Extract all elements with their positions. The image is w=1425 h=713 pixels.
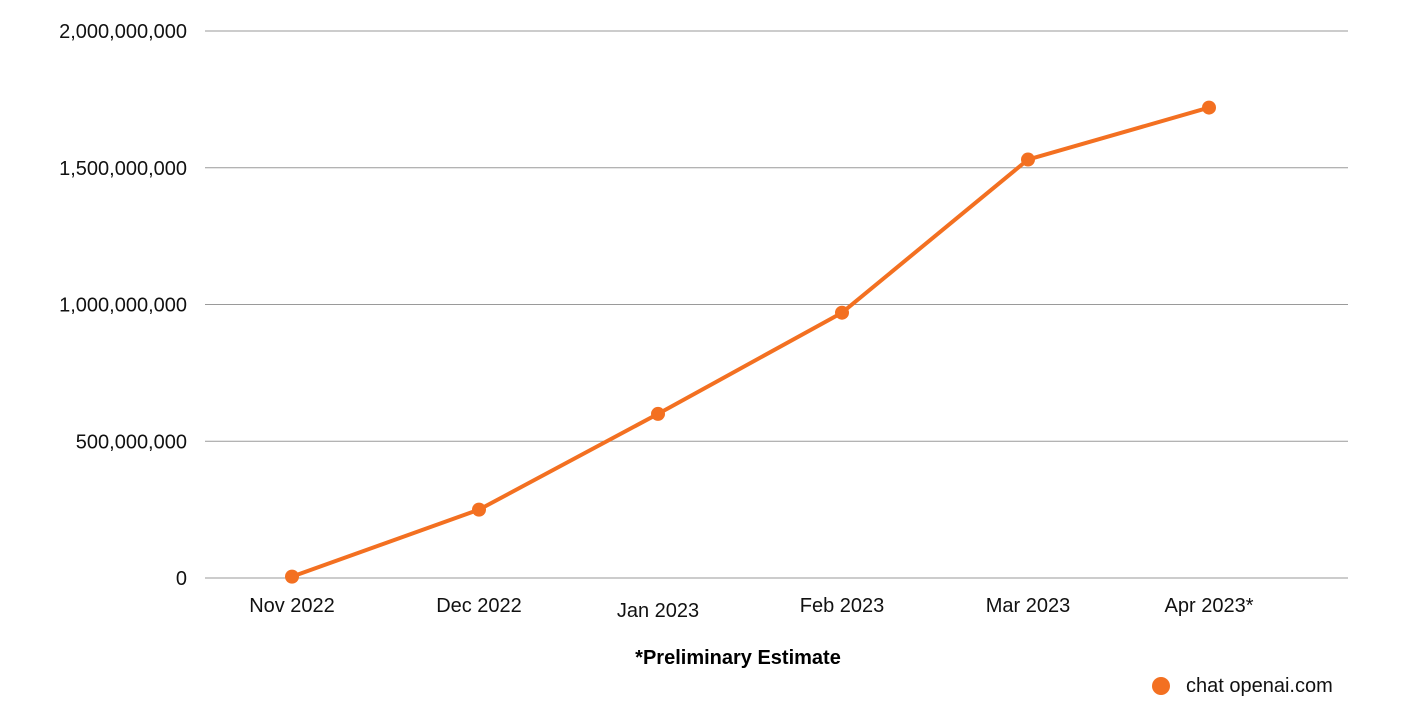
series-chat-openai: [285, 100, 1216, 584]
x-tick-label: Nov 2022: [249, 595, 335, 617]
legend-marker: [1152, 677, 1170, 695]
y-tick-label: 0: [176, 568, 187, 590]
x-tick-label: Dec 2022: [436, 595, 522, 617]
y-tick-label: 1,500,000,000: [59, 158, 187, 180]
legend: chat openai.com: [1152, 675, 1333, 697]
x-tick-label: Feb 2023: [800, 595, 885, 617]
y-tick-label: 2,000,000,000: [59, 21, 187, 43]
data-point: [835, 305, 849, 320]
x-tick-label: Jan 2023: [617, 600, 699, 622]
x-axis-tick-labels: Nov 2022 Dec 2022 Jan 2023 Feb 2023 Mar 2023…: [249, 595, 1254, 622]
legend-label: chat openai.com: [1186, 675, 1333, 697]
data-point: [651, 406, 665, 421]
data-point: [472, 502, 486, 517]
data-point: [1202, 100, 1216, 115]
data-point: [285, 569, 299, 584]
data-point: [1021, 152, 1035, 167]
x-tick-label: Mar 2023: [986, 595, 1071, 617]
y-axis-tick-labels: 0 500,000,000 1,000,000,000 1,500,000,000 2,…: [59, 21, 187, 590]
gridlines: [205, 30, 1348, 579]
y-tick-label: 500,000,000: [76, 431, 187, 453]
series-line: [290, 105, 1211, 579]
x-tick-label: Apr 2023*: [1165, 595, 1254, 617]
footnote: *Preliminary Estimate: [635, 647, 841, 669]
y-tick-label: 1,000,000,000: [59, 295, 187, 317]
